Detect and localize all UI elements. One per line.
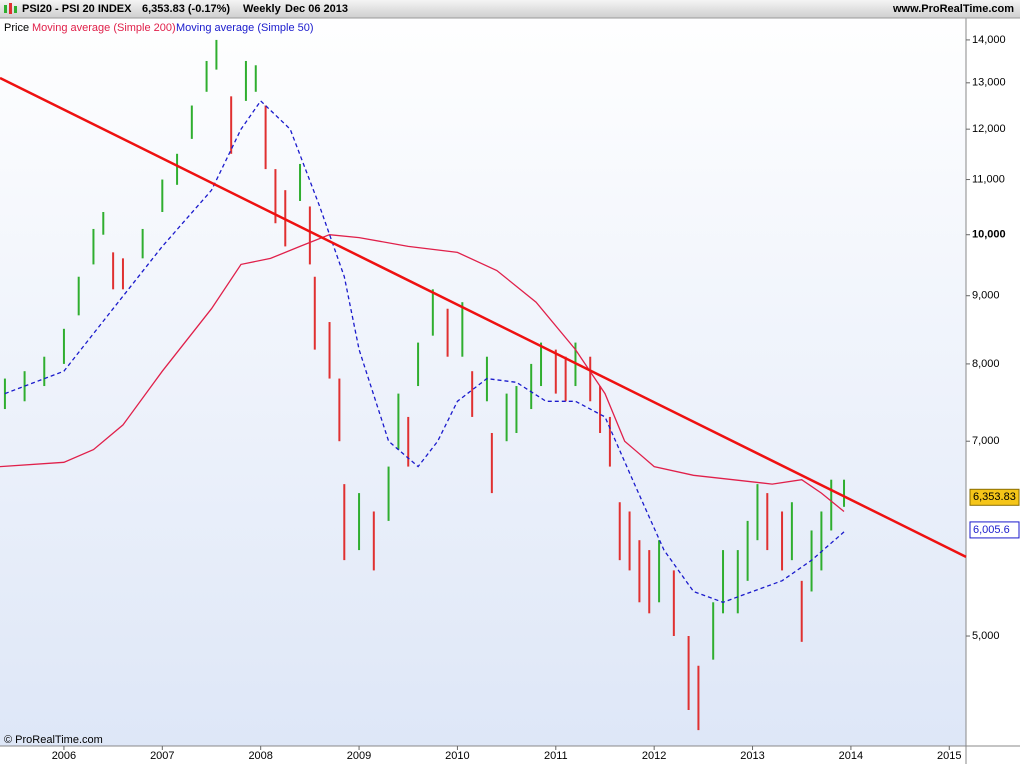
x-tick-label: 2012 [642, 750, 666, 762]
x-tick-label: 2015 [937, 750, 961, 762]
header-bar [0, 0, 1020, 18]
header-date: Dec 06 2013 [285, 3, 348, 15]
footer: © ProRealTime.com [4, 734, 103, 746]
legend-price: Price [4, 22, 29, 34]
x-tick-label: 2009 [347, 750, 371, 762]
x-tick-label: 2014 [839, 750, 863, 762]
moving-average [0, 234, 845, 513]
trendline [0, 76, 967, 558]
x-tick-label: 2007 [150, 750, 174, 762]
legend-ma50: Moving average (Simple 50) [176, 22, 314, 34]
header-period: Weekly [243, 3, 282, 15]
x-tick-label: 2010 [445, 750, 469, 762]
y-tick-label: 11,000 [972, 173, 1005, 185]
price-label: 6,005.6 [973, 524, 1010, 536]
y-axis-panel [966, 18, 1020, 764]
y-tick-label: 5,000 [972, 630, 1000, 642]
y-tick-label: 9,000 [972, 290, 1000, 302]
price-label-box [969, 488, 1020, 506]
y-tick-label: 14,000 [972, 34, 1006, 46]
price-label: 6,353.83 [973, 491, 1016, 503]
legend-ma200: Moving average (Simple 200) [32, 22, 176, 34]
x-axis-panel [0, 746, 1020, 764]
header-site: www.ProRealTime.com [892, 3, 1014, 15]
header-quote: 6,353.83 (-0.17%) [142, 3, 230, 15]
x-tick-label: 2013 [740, 750, 764, 762]
y-tick-label: 7,000 [972, 435, 1000, 447]
x-tick-label: 2006 [52, 750, 76, 762]
header-icon [4, 3, 17, 14]
y-tick-label: 10,000 [972, 229, 1006, 241]
y-tick-label: 13,000 [972, 77, 1006, 89]
header-symbol: PSI20 - PSI 20 INDEX [22, 3, 132, 15]
moving-average [4, 99, 845, 603]
y-tick-label: 8,000 [972, 358, 1000, 370]
y-tick-label: 12,000 [972, 123, 1006, 135]
x-tick-label: 2011 [544, 750, 568, 762]
x-tick-label: 2008 [248, 750, 272, 762]
price-label-box [969, 521, 1020, 539]
